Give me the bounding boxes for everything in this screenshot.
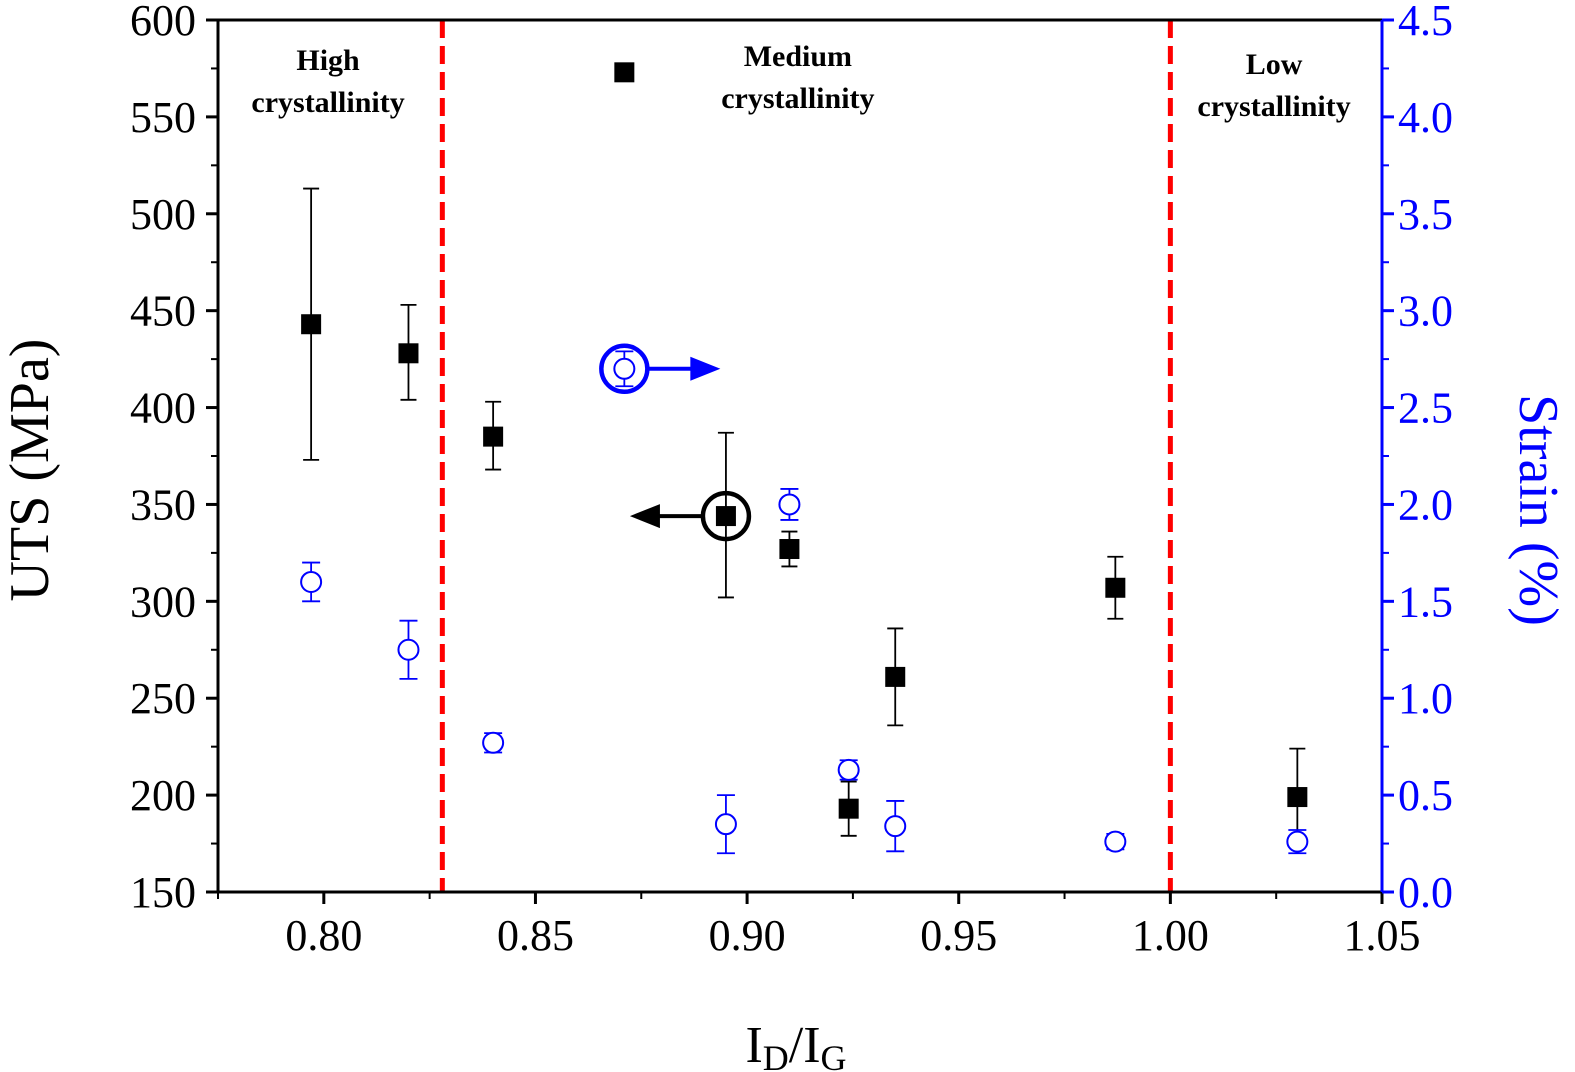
- x-axis-label: ID/IG: [745, 1017, 846, 1072]
- right-y-axis-ticks: 0.0 0.5 1.0 1.5 2.0 2.5 3.0 3.5 4.0 4.5: [1382, 0, 1453, 917]
- uts-point: [885, 666, 906, 687]
- plot-frame: [216, 18, 1384, 894]
- y-right-tick-label: 2.5: [1398, 384, 1453, 433]
- y-left-tick-label: 400: [130, 384, 196, 433]
- x-axis-label-main: I: [745, 1017, 762, 1072]
- axis-indicators: [599, 343, 752, 542]
- y-right-tick-label: 0.0: [1398, 868, 1453, 917]
- x-axis-ticks: 0.80 0.85 0.90 0.95 1.00 1.05: [217, 892, 1421, 960]
- region-label-line: crystallinity: [251, 86, 404, 119]
- uts-point: [1105, 577, 1126, 598]
- strain-point: [884, 815, 907, 838]
- x-axis-label-sub1: D: [763, 1038, 789, 1072]
- uts-point: [779, 539, 800, 560]
- x-tick-label: 1.05: [1344, 911, 1421, 960]
- y-right-tick-label: 3.0: [1398, 287, 1453, 336]
- y-right-tick-label: 0.5: [1398, 771, 1453, 820]
- strain-point: [482, 731, 505, 754]
- region-label-line: High: [296, 44, 360, 77]
- y-left-tick-label: 200: [130, 771, 196, 820]
- region-label-line: crystallinity: [721, 82, 874, 115]
- uts-point: [398, 343, 419, 364]
- uts-point: [715, 506, 736, 527]
- region-label-line: crystallinity: [1197, 90, 1350, 123]
- strain-series: [300, 350, 1309, 855]
- strain-point: [837, 758, 860, 781]
- left-y-axis-ticks: 150 200 250 300 350 400 450 500 550 600: [130, 0, 218, 917]
- uts-point: [838, 798, 859, 819]
- x-tick-label: 0.95: [920, 911, 997, 960]
- uts-point: [301, 314, 322, 335]
- x-tick-label: 0.80: [285, 911, 362, 960]
- y-left-tick-label: 250: [130, 674, 196, 723]
- y-left-axis-label: UTS (MPa): [0, 339, 61, 602]
- uts-point: [1287, 787, 1308, 808]
- uts-point: [614, 62, 635, 83]
- y-right-axis-label: Strain (%): [1507, 394, 1569, 626]
- strain-point: [1286, 830, 1309, 853]
- y-left-tick-label: 450: [130, 287, 196, 336]
- strain-point: [714, 813, 737, 836]
- x-tick-label: 0.85: [497, 911, 574, 960]
- y-right-tick-label: 3.5: [1398, 190, 1453, 239]
- strain-point: [397, 638, 420, 661]
- region-label-line: Low: [1246, 48, 1303, 81]
- strain-point: [1104, 830, 1127, 853]
- y-right-tick-label: 4.0: [1398, 93, 1453, 142]
- strain-point: [613, 357, 636, 380]
- x-tick-label: 0.90: [709, 911, 786, 960]
- y-right-tick-label: 1.0: [1398, 674, 1453, 723]
- x-axis-label-sub2: G: [821, 1038, 847, 1072]
- y-left-tick-label: 600: [130, 0, 196, 45]
- indicator-arrow-head: [690, 356, 721, 381]
- region-labels: High crystallinity Medium crystallinity Low c…: [251, 40, 1350, 123]
- strain-point: [778, 493, 801, 516]
- y-right-tick-label: 4.5: [1398, 0, 1453, 45]
- y-right-tick-label: 1.5: [1398, 577, 1453, 626]
- uts-series: [301, 62, 1308, 847]
- indicator-arrow-head: [629, 504, 660, 529]
- y-right-tick-label: 2.0: [1398, 480, 1453, 529]
- strain-point: [300, 570, 323, 593]
- y-left-tick-label: 300: [130, 577, 196, 626]
- y-left-tick-label: 350: [130, 480, 196, 529]
- x-tick-label: 1.00: [1132, 911, 1209, 960]
- uts-point: [483, 426, 504, 447]
- region-label-line: Medium: [744, 40, 852, 73]
- y-left-tick-label: 150: [130, 868, 196, 917]
- region-dividers: [439, 20, 1173, 892]
- x-axis-label-slash: /I: [789, 1017, 821, 1072]
- y-left-tick-label: 550: [130, 93, 196, 142]
- y-left-tick-label: 500: [130, 190, 196, 239]
